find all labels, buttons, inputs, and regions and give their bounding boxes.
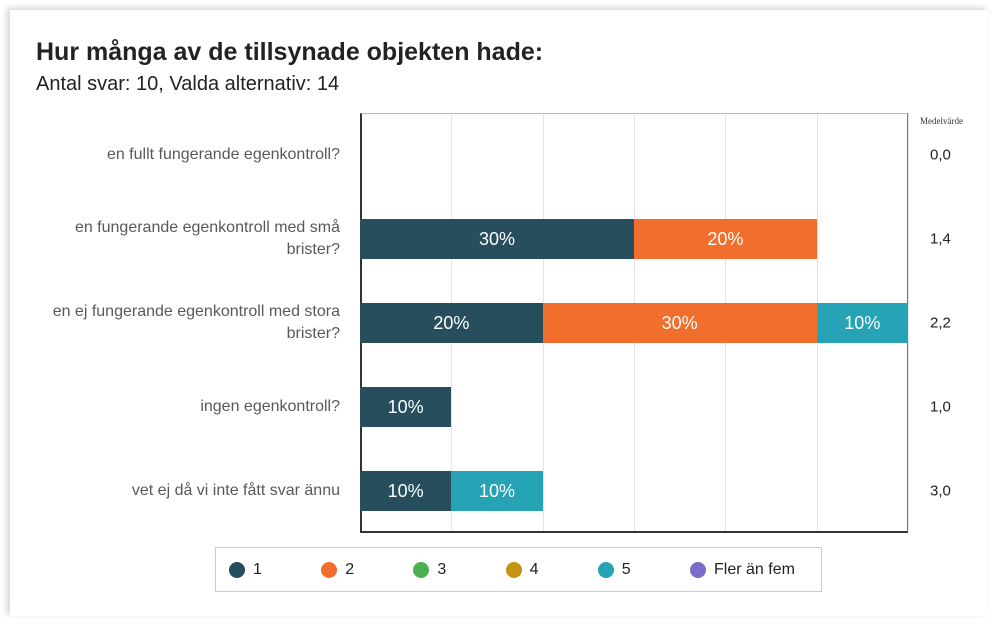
- mean-value: 1,0: [930, 398, 951, 416]
- bar-segment: 10%: [816, 303, 908, 343]
- bar-segment: 10%: [360, 387, 452, 427]
- chart-title: Hur många av de tillsynade objekten hade…: [36, 38, 544, 66]
- category-label: en fullt fungerande egenkontroll?: [106, 146, 340, 163]
- category-label: ingen egenkontroll?: [200, 398, 340, 415]
- data-label: 20%: [433, 312, 470, 333]
- category-label: vet ej då vi inte fått svar ännu: [131, 482, 340, 499]
- category-label: en ej fungerande egenkontroll med stora …: [52, 303, 340, 342]
- legend-label: 2: [345, 561, 355, 578]
- legend: [215, 547, 822, 592]
- bar-segment: 10%: [451, 471, 543, 511]
- grid-line: [908, 113, 909, 533]
- mean-value: 0,0: [930, 146, 951, 164]
- legend-label: 5: [621, 561, 631, 578]
- chart-subtitle: Antal svar: 10, Valda alternativ: 14: [36, 73, 340, 95]
- data-label: 10%: [844, 312, 881, 333]
- data-label: 10%: [387, 480, 424, 501]
- bar-segment: 30%: [542, 303, 817, 343]
- legend-marker: [413, 562, 430, 578]
- data-label: 30%: [478, 228, 516, 249]
- category-label: en fungerande egenkontroll med små brist…: [74, 219, 340, 258]
- data-label: 30%: [661, 312, 698, 333]
- mean-header: Medelvärde: [920, 116, 963, 126]
- data-label: 20%: [707, 228, 744, 249]
- bar-segment: 20%: [360, 303, 543, 343]
- legend-label: 4: [529, 561, 539, 578]
- legend-marker: [321, 562, 338, 578]
- bar-segment: 10%: [360, 471, 452, 511]
- bar-segment: 30%: [360, 219, 634, 259]
- data-label: 10%: [478, 480, 515, 501]
- legend-label: 3: [437, 561, 447, 578]
- mean-value: 3,0: [930, 482, 951, 500]
- legend-marker: [690, 562, 706, 578]
- legend-label: 1: [253, 561, 262, 578]
- data-label: 10%: [387, 396, 424, 417]
- mean-value: 1,4: [930, 230, 951, 248]
- legend-marker: [505, 562, 522, 578]
- legend-marker: [597, 562, 614, 578]
- legend-label: Fler än fem: [714, 561, 795, 578]
- mean-value: 2,2: [930, 314, 951, 332]
- legend-marker: [229, 562, 245, 578]
- bar-segment: 20%: [634, 219, 817, 259]
